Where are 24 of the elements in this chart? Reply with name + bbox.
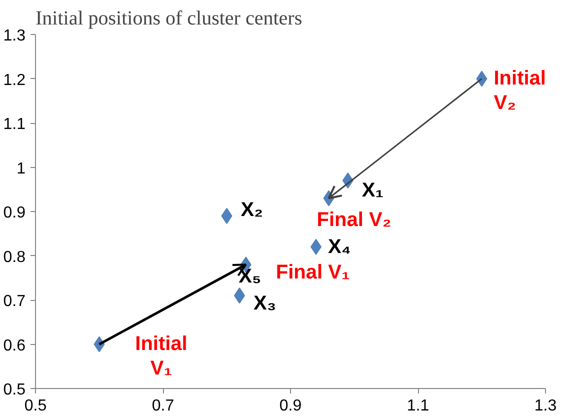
y-tick-label: 1 xyxy=(16,160,26,178)
annotation: Initial V₂ xyxy=(494,68,546,114)
annotation: Final V₁ xyxy=(276,262,350,284)
x-tick-label: 0.7 xyxy=(152,398,174,414)
annotation: X₅ xyxy=(238,266,262,288)
x-tick-label: 0.5 xyxy=(24,398,47,414)
y-tick-label: 0.6 xyxy=(3,337,26,354)
x-tick-label: 1.1 xyxy=(406,398,430,414)
annotation: Initial V₁ xyxy=(135,333,188,380)
annotation: X₃ xyxy=(254,292,276,315)
annotation: X₁ xyxy=(362,180,384,202)
annotation: X₄ xyxy=(328,236,351,258)
y-tick-label: 0.5 xyxy=(3,382,26,398)
annotation: Final V₂ xyxy=(316,209,392,232)
x-tick-label: 0.9 xyxy=(279,398,302,414)
x-tick-label: 1.3 xyxy=(534,398,557,414)
chart-title: Initial positions of cluster centers xyxy=(36,8,302,30)
annotation: X₂ xyxy=(240,198,263,221)
y-tick-label: 1.1 xyxy=(3,116,26,133)
y-tick-label: 0.7 xyxy=(3,293,26,310)
y-tick-label: 1.2 xyxy=(3,72,26,89)
y-tick-label: 1.3 xyxy=(3,28,26,44)
y-tick-label: 0.9 xyxy=(3,204,26,222)
y-tick-label: 0.8 xyxy=(3,248,26,266)
